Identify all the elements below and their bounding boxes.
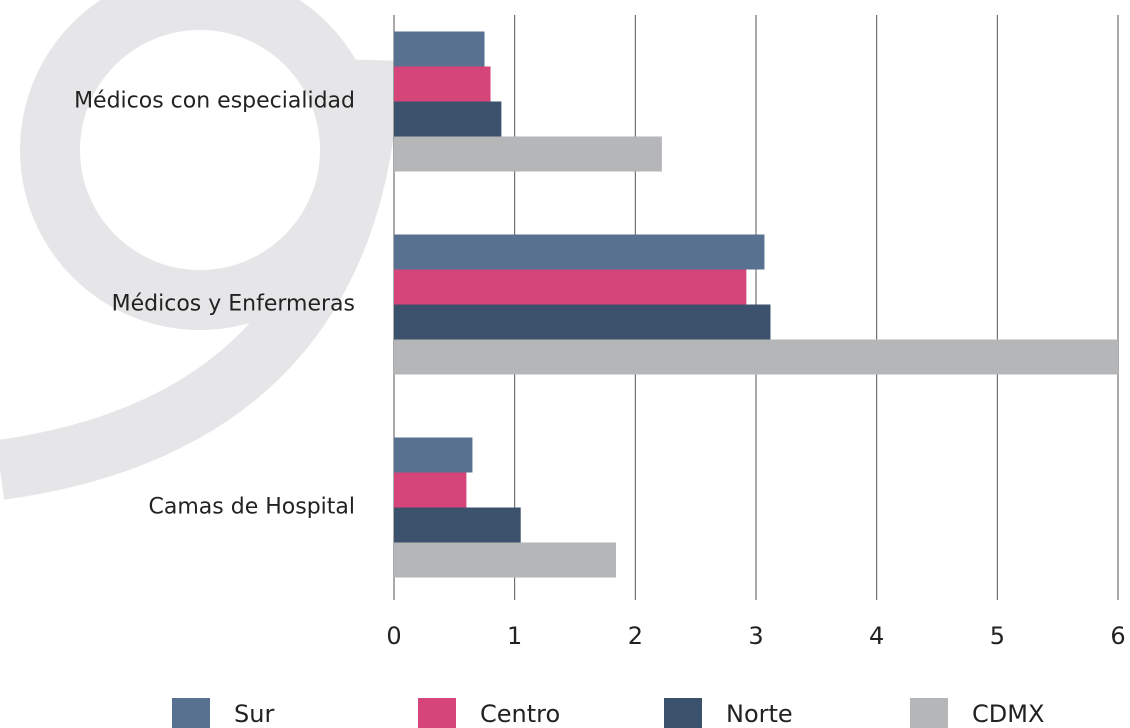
legend-label: Centro xyxy=(480,700,560,728)
bar xyxy=(394,269,747,305)
legend-swatch xyxy=(172,698,210,728)
legend-swatch xyxy=(910,698,948,728)
legend-label: Sur xyxy=(234,700,274,728)
legend-label: CDMX xyxy=(972,700,1044,728)
x-tick-label: 1 xyxy=(507,622,522,650)
bar xyxy=(394,472,467,508)
bar xyxy=(394,31,485,67)
bar xyxy=(394,234,765,270)
x-tick-label: 3 xyxy=(748,622,763,650)
y-tick-label: Médicos y Enfermeras xyxy=(112,292,355,317)
bar xyxy=(394,136,662,172)
background-decoration xyxy=(0,0,400,500)
y-tick-label: Camas de Hospital xyxy=(149,495,355,520)
bar xyxy=(394,542,617,578)
bar xyxy=(394,304,771,340)
bar xyxy=(394,101,502,137)
x-tick-label: 5 xyxy=(990,622,1005,650)
x-tick-label: 4 xyxy=(869,622,884,650)
y-tick-label: Médicos con especialidad xyxy=(74,89,355,114)
bar xyxy=(394,437,473,473)
legend-label: Norte xyxy=(726,700,793,728)
bar xyxy=(394,507,521,543)
legend-swatch xyxy=(664,698,702,728)
legend-swatch xyxy=(418,698,456,728)
bar xyxy=(394,66,491,102)
bar xyxy=(394,339,1118,375)
x-tick-label: 6 xyxy=(1110,622,1125,650)
x-tick-label: 0 xyxy=(386,622,401,650)
decor-arc xyxy=(0,59,400,500)
x-tick-label: 2 xyxy=(628,622,643,650)
